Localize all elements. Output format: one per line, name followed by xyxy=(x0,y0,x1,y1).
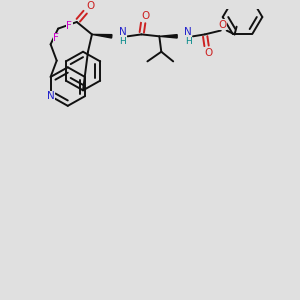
Text: O: O xyxy=(141,11,150,21)
Text: O: O xyxy=(86,1,95,10)
Text: N: N xyxy=(47,91,55,101)
Text: F: F xyxy=(66,21,72,31)
Text: O: O xyxy=(205,48,213,58)
Text: H: H xyxy=(185,37,191,46)
Polygon shape xyxy=(92,34,112,38)
Text: N: N xyxy=(119,28,127,38)
Text: N: N xyxy=(184,28,192,38)
Polygon shape xyxy=(159,34,177,38)
Text: F: F xyxy=(53,33,59,43)
Text: H: H xyxy=(119,37,126,46)
Text: O: O xyxy=(219,20,227,30)
